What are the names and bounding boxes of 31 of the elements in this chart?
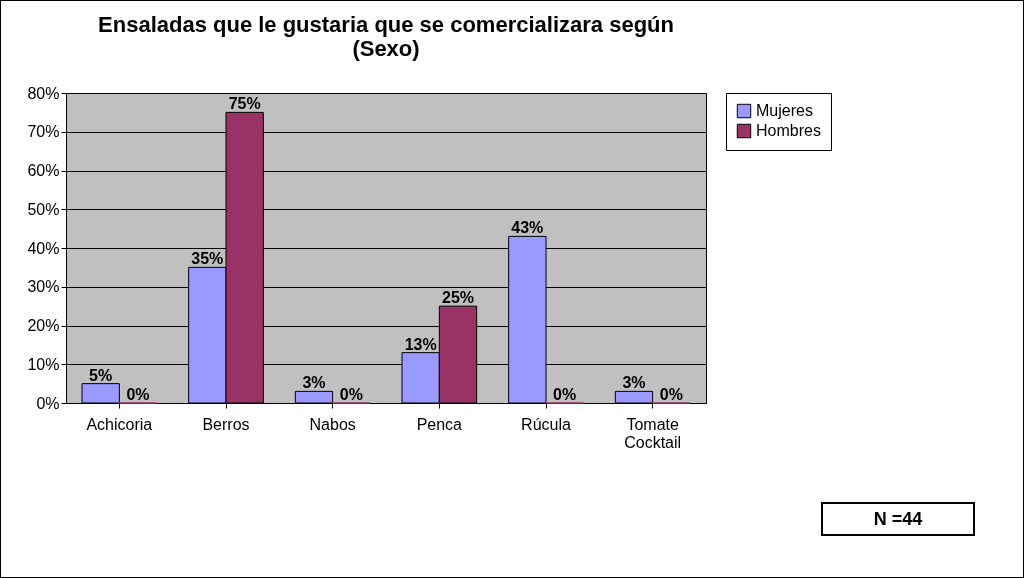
x-tick-label: Berros — [202, 415, 250, 433]
y-tick-label: 80% — [27, 84, 60, 102]
x-tick-label: Rúcula — [521, 415, 571, 433]
data-label: 13% — [404, 335, 437, 353]
data-label: 5% — [89, 366, 113, 384]
data-label: 0% — [339, 386, 363, 403]
y-tick-label: 0% — [36, 394, 60, 412]
x-tick-label: Tomate Cocktail — [624, 415, 682, 451]
data-label: 3% — [302, 374, 326, 392]
y-tick-label: 70% — [27, 123, 60, 141]
data-label: 43% — [511, 219, 544, 237]
text: N =44 — [821, 502, 975, 536]
data-label: 0% — [126, 386, 150, 403]
data-label: 35% — [191, 250, 224, 268]
data-label: 0% — [553, 386, 577, 403]
x-tick-label: Achicoria — [86, 415, 153, 433]
legend-label: Mujeres — [756, 102, 813, 119]
data-label: 0% — [659, 386, 683, 403]
data-label: 75% — [228, 95, 261, 113]
data-label: 3% — [622, 374, 646, 392]
chart-title: Ensaladas que le gustaria que se comercializara según (Sexo) — [98, 12, 674, 61]
y-tick-label: 10% — [27, 355, 60, 373]
y-tick-label: 20% — [27, 317, 60, 334]
y-tick-label: 40% — [27, 239, 60, 257]
x-tick-label: Nabos — [309, 415, 356, 433]
y-tick-label: 60% — [27, 162, 60, 179]
y-tick-label: 30% — [27, 278, 60, 296]
x-tick-label: Penca — [416, 415, 463, 433]
legend-label: Hombres — [756, 122, 821, 139]
y-tick-label: 50% — [27, 200, 60, 218]
data-label: 25% — [441, 289, 475, 307]
